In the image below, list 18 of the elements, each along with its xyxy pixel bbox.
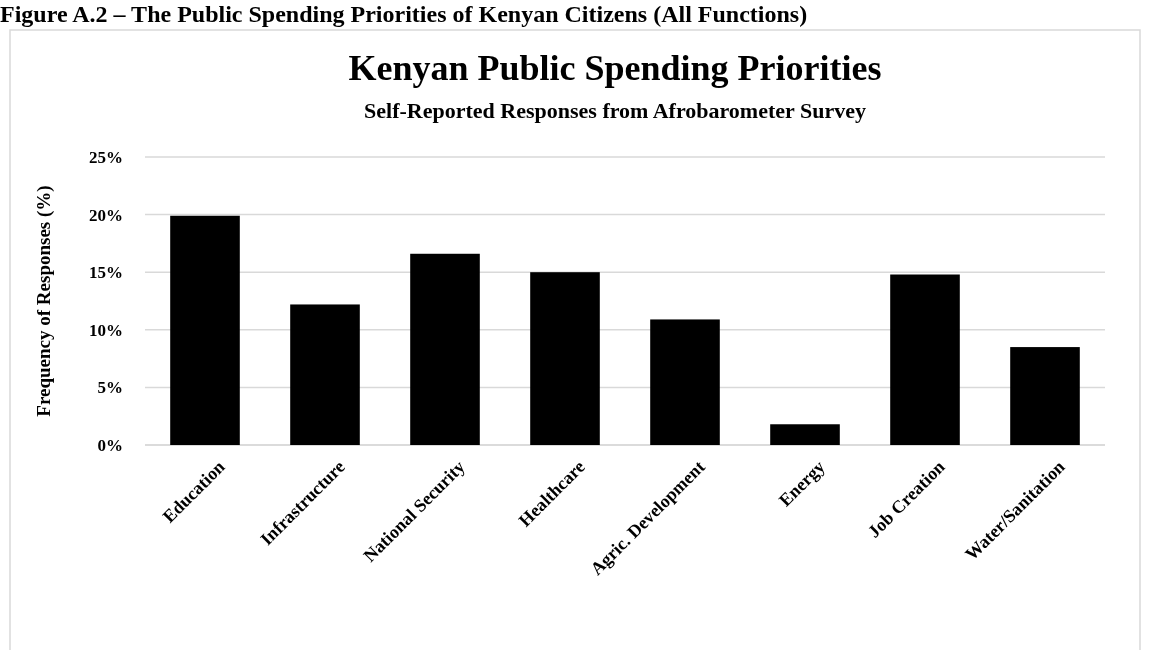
y-tick-label: 15% <box>89 263 123 283</box>
bar <box>650 319 720 445</box>
y-tick-label: 25% <box>89 147 123 167</box>
bar <box>410 253 480 445</box>
bar <box>290 304 360 445</box>
y-tick-label: 5% <box>97 378 123 398</box>
bar <box>530 272 600 445</box>
y-tick-label: 10% <box>89 320 123 340</box>
chart-subtitle: Self-Reported Responses from Afrobarometer Survey <box>364 98 866 123</box>
chart-title: Kenyan Public Spending Priorities <box>348 48 882 88</box>
bar <box>170 215 240 445</box>
y-tick-label: 0% <box>97 435 123 455</box>
bar <box>1010 347 1080 445</box>
y-axis-title: Frequency of Responses (%) <box>33 185 55 417</box>
y-tick-label: 20% <box>89 205 123 225</box>
bar <box>770 424 840 445</box>
bar <box>890 274 960 445</box>
text: Figure A.2 – The Public Spending Priorities of Kenyan Citizens (All Functions) <box>0 1 808 27</box>
